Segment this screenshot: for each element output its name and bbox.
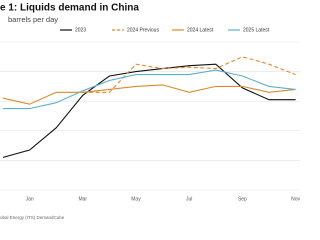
legend-label: 2023 xyxy=(75,27,86,33)
series-line xyxy=(3,69,296,110)
x-tick-label: Mar xyxy=(78,196,87,202)
legend-label: 2024 Previous xyxy=(127,27,159,33)
legend-label: 2024 Latest xyxy=(187,27,214,33)
x-tick-label: Jul xyxy=(186,196,192,202)
chart-title: e 1: Liquids demand in China xyxy=(0,3,139,14)
series-line xyxy=(2,63,296,158)
chart: e 1: Liquids demand in China barrels per… xyxy=(0,3,300,220)
chart-subtitle: barrels per day xyxy=(8,15,58,24)
legend-label: 2025 Latest xyxy=(243,27,270,33)
x-tick-label: Jan xyxy=(26,196,34,202)
x-tick-label: May xyxy=(131,196,141,202)
series-line xyxy=(2,84,296,105)
source-note: obal Energy (ITS) DemandCube xyxy=(0,215,65,220)
x-tick-label: Sep xyxy=(238,196,247,202)
x-tick-label: Nov xyxy=(291,196,300,202)
series-line xyxy=(82,56,296,93)
